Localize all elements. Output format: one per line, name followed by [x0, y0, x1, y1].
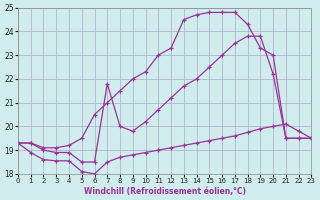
X-axis label: Windchill (Refroidissement éolien,°C): Windchill (Refroidissement éolien,°C) [84, 187, 246, 196]
